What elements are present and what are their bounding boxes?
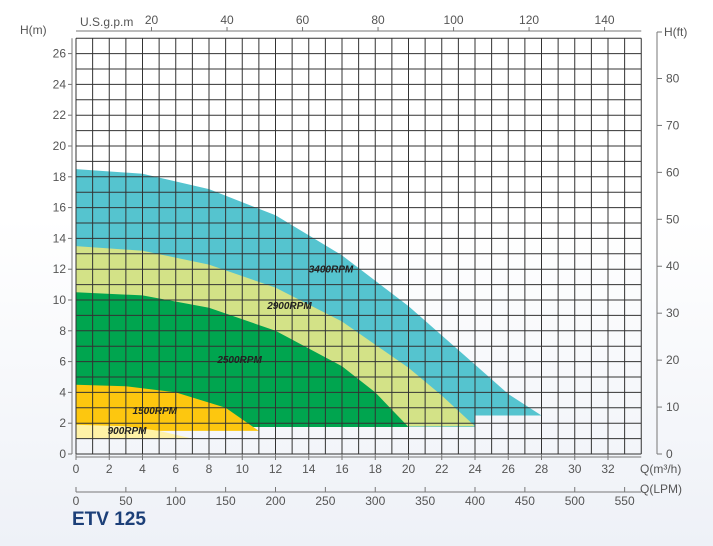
ft-tick-label: 50 (666, 212, 680, 226)
lpm-tick-label: 350 (415, 494, 435, 508)
lpm-tick-label: 50 (119, 494, 133, 508)
gpm-axis-label: U.S.g.p.m (80, 15, 133, 29)
x-tick-label: 16 (335, 462, 349, 476)
x-tick-label: 32 (601, 462, 615, 476)
ft-tick-label: 0 (666, 447, 673, 461)
ft-tick-label: 70 (666, 118, 680, 132)
y-tick-label: 12 (53, 262, 67, 276)
x-tick-label: 14 (302, 462, 316, 476)
x-axis-label: Q(m³/h) (640, 462, 681, 476)
ft-tick-label: 40 (666, 259, 680, 273)
lpm-axis-label: Q(LPM) (640, 482, 682, 496)
x-tick-label: 26 (502, 462, 516, 476)
ft-tick-label: 80 (666, 71, 680, 85)
y-tick-label: 26 (53, 47, 67, 61)
lpm-tick-label: 400 (465, 494, 485, 508)
x-tick-label: 4 (139, 462, 146, 476)
model-title: ETV 125 (72, 509, 146, 530)
gpm-tick-label: 20 (145, 13, 159, 27)
gpm-tick-label: 60 (296, 13, 310, 27)
x-tick-label: 30 (568, 462, 582, 476)
y-tick-label: 8 (59, 324, 66, 338)
y-tick-label: 0 (59, 447, 66, 461)
x-tick-label: 8 (206, 462, 213, 476)
y-tick-label: 20 (53, 139, 67, 153)
curve-label: 3400RPM (309, 264, 354, 275)
lpm-tick-label: 500 (565, 494, 585, 508)
lpm-tick-label: 200 (265, 494, 285, 508)
x-tick-label: 10 (236, 462, 250, 476)
ft-axis-label: H(ft) (664, 25, 687, 39)
x-tick-label: 22 (435, 462, 449, 476)
y-tick-label: 16 (53, 201, 67, 215)
lpm-tick-label: 100 (166, 494, 186, 508)
gpm-tick-label: 100 (444, 13, 464, 27)
y-axis-label: H(m) (20, 23, 47, 37)
lpm-tick-label: 550 (615, 494, 635, 508)
curve-label: 900RPM (108, 426, 148, 437)
lpm-tick-label: 150 (216, 494, 236, 508)
curve-label: 1500RPM (133, 406, 178, 417)
gpm-tick-label: 140 (595, 13, 615, 27)
lpm-tick-label: 300 (365, 494, 385, 508)
ft-tick-label: 60 (666, 165, 680, 179)
y-tick-label: 4 (59, 385, 66, 399)
ft-tick-label: 20 (666, 353, 680, 367)
ft-tick-label: 30 (666, 306, 680, 320)
x-tick-label: 2 (106, 462, 113, 476)
gpm-tick-label: 80 (371, 13, 385, 27)
curve-label: 2500RPM (216, 355, 262, 366)
lpm-tick-label: 250 (315, 494, 335, 508)
x-tick-label: 0 (73, 462, 80, 476)
x-tick-label: 12 (269, 462, 283, 476)
y-tick-label: 6 (59, 355, 66, 369)
y-tick-label: 2 (59, 416, 66, 430)
y-tick-label: 22 (53, 108, 67, 122)
x-tick-label: 6 (172, 462, 179, 476)
y-tick-label: 18 (53, 170, 67, 184)
x-tick-label: 24 (468, 462, 482, 476)
gpm-tick-label: 40 (220, 13, 234, 27)
x-tick-label: 20 (402, 462, 416, 476)
lpm-tick-label: 450 (515, 494, 535, 508)
curve-label: 2900RPM (266, 301, 312, 312)
x-tick-label: 18 (369, 462, 383, 476)
lpm-tick-label: 0 (73, 494, 80, 508)
y-tick-label: 14 (53, 231, 67, 245)
ft-tick-label: 10 (666, 400, 680, 414)
gpm-tick-label: 120 (519, 13, 539, 27)
y-tick-label: 24 (53, 77, 67, 91)
y-tick-label: 10 (53, 293, 67, 307)
x-tick-label: 28 (535, 462, 549, 476)
area-900RPM (76, 424, 193, 439)
